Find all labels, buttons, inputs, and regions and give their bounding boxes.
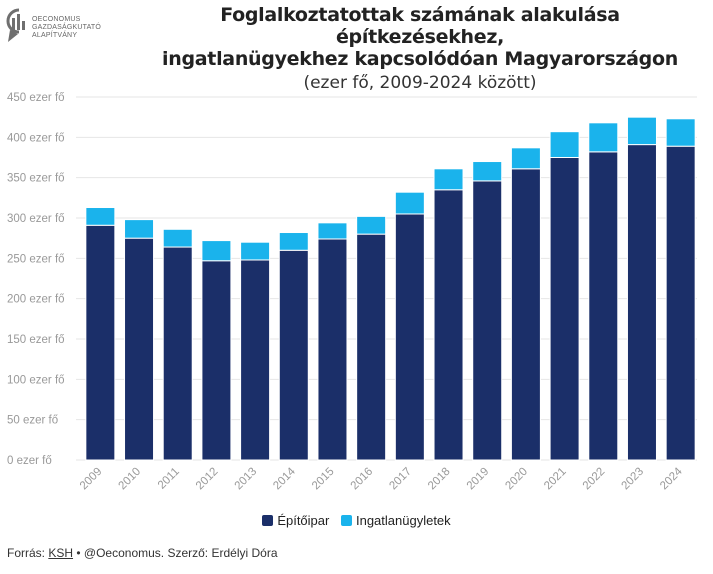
bar-construction (394, 213, 425, 461)
chart-header: Foglalkoztatottak számának alakulása épí… (140, 4, 700, 94)
legend-label-real-estate: Ingatlanügyletek (355, 513, 451, 528)
bar-real-estate (356, 215, 387, 235)
bar-construction (588, 151, 619, 461)
bar-real-estate (472, 161, 503, 182)
bar-real-estate (549, 131, 580, 159)
y-tick-label: 200 ezer fő (7, 294, 65, 306)
bar-construction (356, 233, 387, 461)
y-tick-label: 50 ezer fő (7, 415, 58, 427)
bar-real-estate (394, 191, 425, 215)
oeconomus-logo: OECONOMUS GAZDASÁGKUTATÓ ALAPÍTVÁNY (6, 8, 116, 58)
bar-real-estate (317, 222, 348, 240)
y-tick-label: 450 ezer fő (7, 92, 65, 104)
bar-real-estate (85, 207, 116, 226)
x-tick-label: 2009 (78, 466, 105, 493)
logo-text: OECONOMUS GAZDASÁGKUTATÓ ALAPÍTVÁNY (32, 16, 101, 40)
x-tick-label: 2020 (503, 466, 530, 493)
bar-real-estate (201, 240, 232, 262)
bar-construction (472, 180, 503, 461)
y-tick-label: 250 ezer fő (7, 253, 65, 265)
footer-suffix: • @Oeconomus. Szerző: Erdélyi Dóra (73, 546, 278, 560)
x-tick-label: 2019 (465, 466, 492, 493)
x-tick-label: 2017 (387, 466, 414, 493)
x-tick-label: 2012 (194, 466, 221, 493)
bar-construction (549, 157, 580, 461)
x-tick-label: 2021 (542, 466, 569, 493)
y-tick-label: 300 ezer fő (7, 213, 65, 225)
bar-real-estate (588, 122, 619, 153)
bar-construction (85, 224, 116, 461)
y-tick-label: 150 ezer fő (7, 334, 65, 346)
bar-real-estate (162, 228, 193, 248)
bar-construction (665, 145, 696, 461)
legend-swatch-construction (262, 515, 274, 526)
bar-real-estate (510, 147, 541, 170)
x-tick-label: 2016 (349, 466, 376, 493)
footer-prefix: Forrás: (7, 546, 49, 560)
legend-label-construction: Építőipar (277, 513, 330, 528)
x-tick-label: 2023 (620, 466, 647, 493)
bar-real-estate (278, 232, 309, 251)
x-tick-label: 2015 (310, 466, 337, 493)
bar-construction (433, 189, 464, 461)
y-tick-label: 350 ezer fő (7, 173, 65, 185)
bar-construction (626, 144, 657, 461)
x-tick-label: 2018 (426, 466, 453, 493)
legend-item-real-estate[interactable]: Ingatlanügyletek (340, 513, 451, 528)
bar-real-estate (124, 219, 155, 239)
x-tick-label: 2010 (117, 466, 144, 493)
logo-mark-icon (6, 8, 25, 42)
logo-line-3: ALAPÍTVÁNY (32, 32, 78, 39)
bar-construction (278, 249, 309, 461)
chart-title-line-1: Foglalkoztatottak számának alakulása épí… (220, 4, 620, 48)
bar-real-estate (433, 168, 464, 191)
source-footer: Forrás: KSH • @Oeconomus. Szerző: Erdély… (7, 546, 278, 560)
chart-title-line-2: ingatlanügyekhez kapcsolódóan Magyarorsz… (162, 48, 678, 70)
x-tick-label: 2022 (581, 466, 608, 493)
x-tick-label: 2014 (271, 465, 298, 492)
bar-construction (124, 237, 155, 461)
chart-legend: Építőipar Ingatlanügyletek (0, 513, 713, 529)
x-tick-label: 2024 (658, 465, 685, 492)
bar-construction (317, 238, 348, 461)
source-link[interactable]: KSH (48, 546, 74, 560)
y-tick-label: 0 ezer fő (7, 455, 52, 467)
x-tick-label: 2013 (233, 466, 260, 493)
stacked-bar-chart: 0 ezer fő 50 ezer fő 100 ezer fő 150 ezer f… (7, 92, 697, 493)
bar-real-estate (240, 241, 271, 261)
y-tick-label: 100 ezer fő (7, 374, 65, 386)
y-tick-label: 400 ezer fő (7, 132, 65, 144)
legend-swatch-real-estate (340, 515, 352, 526)
legend-item-construction[interactable]: Építőipar (262, 513, 329, 528)
logo-line-1: OECONOMUS (32, 16, 81, 23)
bar-real-estate (665, 118, 696, 147)
bar-construction (240, 259, 271, 461)
x-tick-label: 2011 (156, 466, 182, 492)
bar-construction (510, 168, 541, 461)
bar-construction (162, 246, 193, 461)
chart-subtitle: (ezer fő, 2009-2024 között) (303, 73, 537, 93)
logo-line-2: GAZDASÁGKUTATÓ (32, 24, 102, 31)
bar-construction (201, 260, 232, 461)
bar-real-estate (626, 116, 657, 146)
